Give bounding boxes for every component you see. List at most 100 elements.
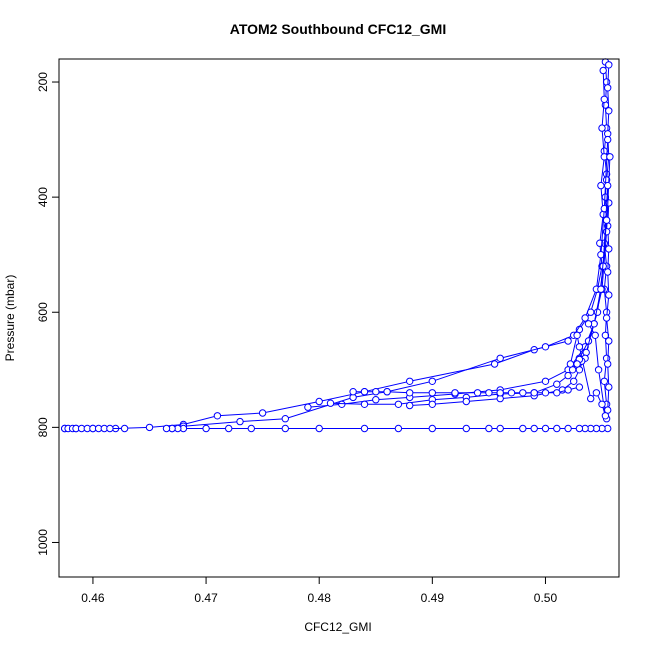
data-point [490, 360, 499, 368]
data-point [349, 388, 357, 396]
data-point [604, 360, 612, 368]
data-point [326, 399, 335, 407]
y-axis-label: Pressure (mbar) [3, 275, 17, 362]
data-point [338, 400, 346, 408]
series-7 [349, 383, 584, 397]
data-point [605, 383, 613, 391]
data-point [473, 389, 482, 397]
data-point [496, 354, 504, 362]
y-tick-label: 200 [36, 72, 50, 92]
data-point [383, 388, 391, 396]
data-point [604, 84, 612, 92]
data-point [507, 389, 516, 397]
data-point [602, 228, 611, 236]
data-point [462, 397, 470, 406]
data-point [604, 268, 612, 276]
data-point [496, 424, 504, 433]
data-point [247, 424, 256, 433]
series-8 [162, 424, 612, 433]
series-line [64, 70, 605, 429]
data-point [587, 394, 595, 403]
data-point [598, 124, 606, 132]
data-point [592, 389, 601, 397]
data-point [564, 371, 572, 380]
data-point [541, 343, 550, 351]
data-point [541, 377, 550, 385]
data-point [573, 331, 581, 339]
data-point [394, 400, 403, 408]
data-point [597, 285, 605, 293]
x-axis-label: CFC12_GMI [304, 620, 371, 634]
data-point [258, 409, 267, 417]
data-point [564, 386, 572, 394]
data-point [598, 400, 606, 408]
y-tick-label: 400 [36, 187, 50, 207]
data-point [428, 424, 436, 433]
data-point [106, 424, 114, 433]
data-point [462, 424, 470, 433]
data-point [605, 107, 613, 115]
data-point [236, 417, 244, 426]
data-point [601, 412, 610, 420]
data-point [575, 424, 584, 433]
data-point [593, 308, 602, 316]
data-point [225, 424, 233, 433]
data-point [360, 424, 369, 433]
data-point [605, 337, 613, 345]
data-point [372, 388, 380, 396]
data-point [573, 360, 581, 368]
data-point [202, 424, 210, 433]
data-point [605, 61, 613, 69]
series-line [172, 139, 609, 429]
data-point [594, 366, 603, 374]
series-10 [60, 424, 129, 433]
data-point [600, 95, 608, 104]
x-tick-label: 0.47 [194, 591, 218, 605]
data-point [428, 377, 436, 385]
data-point [428, 389, 436, 397]
y-axis: 200 400 600 800 1000 [36, 72, 59, 556]
data-point [600, 377, 608, 385]
data-point [315, 424, 323, 433]
data-point [451, 389, 459, 397]
data-point [162, 424, 171, 433]
data-point [584, 320, 593, 328]
x-tick-label: 0.50 [534, 591, 558, 605]
y-tick-label: 600 [36, 302, 50, 322]
data-point [213, 412, 222, 420]
data-point [575, 343, 584, 351]
data-point [599, 66, 607, 75]
plot-frame [58, 58, 620, 578]
data-point [602, 78, 611, 86]
data-point [575, 383, 584, 391]
data-point [406, 389, 414, 397]
data-point [281, 424, 289, 433]
chart-title: ATOM2 Southbound CFC12_GMI [230, 21, 446, 37]
data-point [602, 314, 611, 322]
series-layer [60, 58, 614, 433]
series-3 [168, 135, 612, 433]
data-point [315, 397, 323, 406]
data-point [605, 245, 613, 253]
data-point [541, 424, 550, 433]
data-point [360, 400, 369, 408]
y-tick-label: 800 [36, 417, 50, 437]
x-tick-label: 0.49 [421, 591, 445, 605]
data-point [566, 360, 575, 368]
series-line [330, 185, 609, 405]
data-point [553, 389, 561, 397]
x-tick-label: 0.46 [81, 591, 105, 605]
data-point [553, 424, 561, 433]
data-point [582, 348, 590, 357]
data-point [360, 388, 369, 396]
data-point [602, 216, 611, 224]
data-point [605, 291, 613, 299]
data-point [145, 423, 154, 432]
data-point [530, 424, 538, 433]
data-point [604, 181, 612, 190]
data-point [485, 389, 493, 397]
data-point [581, 314, 589, 322]
series-9 [566, 320, 610, 420]
series-line [606, 64, 610, 411]
